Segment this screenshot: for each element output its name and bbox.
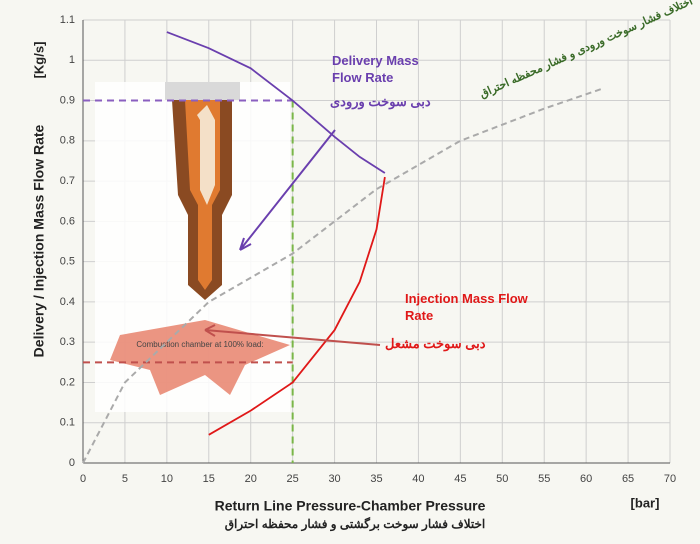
x-axis-title: Return Line Pressure-Chamber Pressure <box>215 498 486 514</box>
nozzle-image <box>95 82 290 412</box>
y-axis-title: Delivery / Injection Mass Flow Rate <box>31 124 47 357</box>
x-tick-label: 30 <box>328 473 340 485</box>
y-axis-unit: [Kg/s] <box>31 42 46 79</box>
x-tick-label: 70 <box>664 473 676 485</box>
x-tick-label: 55 <box>538 473 550 485</box>
y-tick-label: 0.8 <box>60 135 75 147</box>
x-tick-label: 45 <box>454 473 466 485</box>
x-tick-label: 10 <box>161 473 173 485</box>
x-tick-label: 40 <box>412 473 424 485</box>
series-line <box>82 87 604 464</box>
inset-caption: Combustion chamber at 100% load: <box>136 340 263 349</box>
y-tick-label: 0.1 <box>60 417 75 429</box>
y-tick-label: 0.5 <box>60 256 75 268</box>
series-line <box>208 176 386 436</box>
y-tick-label: 1.1 <box>60 14 75 26</box>
series-line <box>166 31 386 174</box>
series-label: Delivery Mass Flow Rate <box>332 53 419 85</box>
y-tick-label: 1 <box>69 54 75 66</box>
series-label-fa: دبی سوخت ورودی <box>330 94 431 109</box>
y-tick-label: 0.6 <box>60 215 75 227</box>
x-tick-label: 0 <box>80 473 86 485</box>
subtitle: اختلاف فشار سوخت برگشتی و فشار محفظه احت… <box>225 516 486 532</box>
x-tick-label: 65 <box>622 473 634 485</box>
x-tick-label: 60 <box>580 473 592 485</box>
series-label-fa: دبی سوخت مشعل <box>385 336 486 351</box>
y-tick-label: 0.3 <box>60 336 75 348</box>
arrow <box>204 324 381 346</box>
y-tick-label: 0.9 <box>60 94 75 106</box>
x-tick-label: 35 <box>370 473 382 485</box>
y-tick-label: 0 <box>69 457 75 469</box>
x-tick-label: 25 <box>287 473 299 485</box>
arrow <box>239 129 336 251</box>
x-tick-label: 15 <box>203 473 215 485</box>
y-tick-label: 0.2 <box>60 376 75 388</box>
x-tick-label: 5 <box>122 473 128 485</box>
x-tick-label: 50 <box>496 473 508 485</box>
x-axis-unit: [bar] <box>631 495 660 510</box>
y-tick-label: 0.7 <box>60 175 75 187</box>
y-tick-label: 0.4 <box>60 296 75 308</box>
x-tick-label: 20 <box>245 473 257 485</box>
series-label: Injection Mass Flow Rate <box>405 291 528 323</box>
